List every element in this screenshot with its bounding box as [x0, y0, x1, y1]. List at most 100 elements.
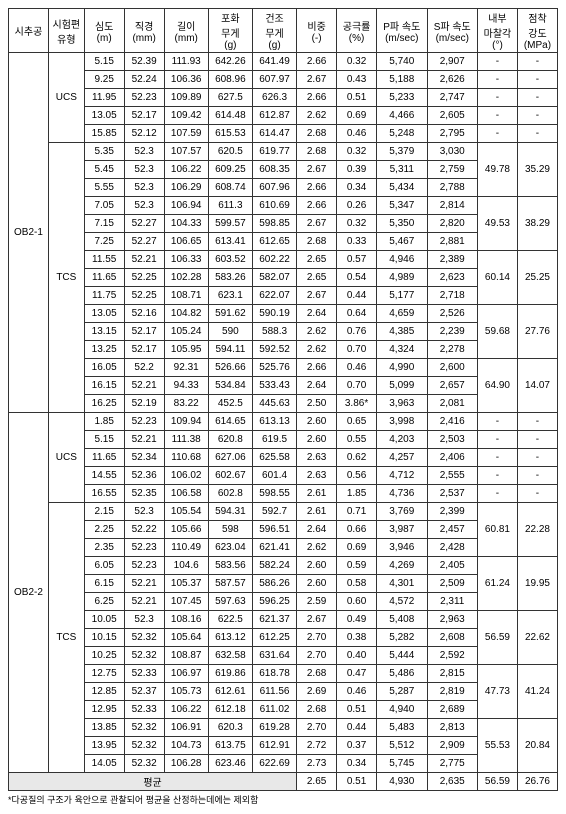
cell: 13.25	[84, 341, 124, 359]
cell: 4,301	[377, 575, 427, 593]
cell: 52.3	[124, 197, 164, 215]
cell: 627.06	[208, 449, 252, 467]
cell: 109.89	[164, 89, 208, 107]
cell: 0.32	[337, 53, 377, 71]
cell: 2.61	[297, 503, 337, 521]
type-cell: TCS	[48, 143, 84, 413]
avg-cell: 2,635	[427, 773, 477, 791]
cell: 592.7	[252, 503, 296, 521]
cell: 52.33	[124, 701, 164, 719]
cell: 5,311	[377, 161, 427, 179]
cell: 0.70	[337, 341, 377, 359]
cell: 6.25	[84, 593, 124, 611]
cell: 105.73	[164, 683, 208, 701]
col-header-11: 내부마찰각(°)	[477, 9, 517, 53]
cell: 52.32	[124, 629, 164, 647]
cell: 16.55	[84, 485, 124, 503]
cell: 108.16	[164, 611, 208, 629]
cell: 534.84	[208, 377, 252, 395]
cell: 3,030	[427, 143, 477, 161]
cell: 625.58	[252, 449, 296, 467]
cell: 533.43	[252, 377, 296, 395]
cell: 608.74	[208, 179, 252, 197]
cell: 0.47	[337, 665, 377, 683]
cell: 52.16	[124, 305, 164, 323]
cell: 612.25	[252, 629, 296, 647]
cell: 106.36	[164, 71, 208, 89]
table-row: 11.6552.34110.68627.06625.582.630.624,25…	[9, 449, 558, 467]
cell: 2.67	[297, 215, 337, 233]
cell: 106.29	[164, 179, 208, 197]
cell: 2.60	[297, 557, 337, 575]
cell: 27.76	[517, 305, 557, 359]
cell: 35.29	[517, 143, 557, 197]
cell: 5,347	[377, 197, 427, 215]
cell: 598.85	[252, 215, 296, 233]
cell: 106.33	[164, 251, 208, 269]
cell: 10.05	[84, 611, 124, 629]
cell: 2,689	[427, 701, 477, 719]
table-row: 13.0552.16104.82591.62590.192.640.644,65…	[9, 305, 558, 323]
cell: 2,718	[427, 287, 477, 305]
cell: 619.77	[252, 143, 296, 161]
cell: -	[517, 413, 557, 431]
cell: 52.25	[124, 287, 164, 305]
cell: -	[477, 431, 517, 449]
table-row: 13.2552.17105.95594.11592.522.620.704,32…	[9, 341, 558, 359]
table-row: 5.1552.21111.38620.8619.52.600.554,2032,…	[9, 431, 558, 449]
cell: 52.27	[124, 233, 164, 251]
cell: 0.51	[337, 89, 377, 107]
cell: 2,788	[427, 179, 477, 197]
type-cell: UCS	[48, 413, 84, 503]
cell: 2.60	[297, 431, 337, 449]
cell: 619.28	[252, 719, 296, 737]
col-header-3: 직경(mm)	[124, 9, 164, 53]
cell: 52.39	[124, 53, 164, 71]
cell: 619.86	[208, 665, 252, 683]
cell: 0.46	[337, 359, 377, 377]
cell: 108.71	[164, 287, 208, 305]
data-table: 시추공시험편유형심도(m)직경(mm)길이(mm)포화무게(g)건조무게(g)비…	[8, 8, 558, 791]
cell: -	[517, 107, 557, 125]
cell: 0.62	[337, 449, 377, 467]
cell: 52.21	[124, 431, 164, 449]
cell: 83.22	[164, 395, 208, 413]
cell: 4,940	[377, 701, 427, 719]
cell: 52.21	[124, 575, 164, 593]
cell: 0.26	[337, 197, 377, 215]
cell: 597.63	[208, 593, 252, 611]
cell: 11.55	[84, 251, 124, 269]
cell: 0.54	[337, 269, 377, 287]
table-row: TCS5.3552.3107.57620.5619.772.680.325,37…	[9, 143, 558, 161]
cell: 5,512	[377, 737, 427, 755]
cell: 0.32	[337, 215, 377, 233]
cell: 602.67	[208, 467, 252, 485]
cell: 612.61	[208, 683, 252, 701]
cell: 4,659	[377, 305, 427, 323]
cell: 0.39	[337, 161, 377, 179]
cell: 5,434	[377, 179, 427, 197]
cell: 5,233	[377, 89, 427, 107]
cell: 52.17	[124, 323, 164, 341]
cell: 2,820	[427, 215, 477, 233]
cell: 0.55	[337, 431, 377, 449]
cell: 2.67	[297, 287, 337, 305]
cell: 2,278	[427, 341, 477, 359]
cell: 2,775	[427, 755, 477, 773]
cell: 582.07	[252, 269, 296, 287]
table-row: TCS2.1552.3105.54594.31592.72.610.713,76…	[9, 503, 558, 521]
cell: 592.52	[252, 341, 296, 359]
cell: 0.44	[337, 719, 377, 737]
cell: 626.3	[252, 89, 296, 107]
cell: 621.41	[252, 539, 296, 557]
table-row: 10.2552.32108.87632.58631.642.700.405,44…	[9, 647, 558, 665]
cell: -	[517, 125, 557, 143]
cell: 622.69	[252, 755, 296, 773]
cell: -	[477, 467, 517, 485]
cell: 52.3	[124, 143, 164, 161]
table-row: 10.0552.3108.16622.5621.372.670.495,4082…	[9, 611, 558, 629]
cell: 2.64	[297, 521, 337, 539]
cell: 52.35	[124, 485, 164, 503]
cell: 586.26	[252, 575, 296, 593]
cell: 12.75	[84, 665, 124, 683]
